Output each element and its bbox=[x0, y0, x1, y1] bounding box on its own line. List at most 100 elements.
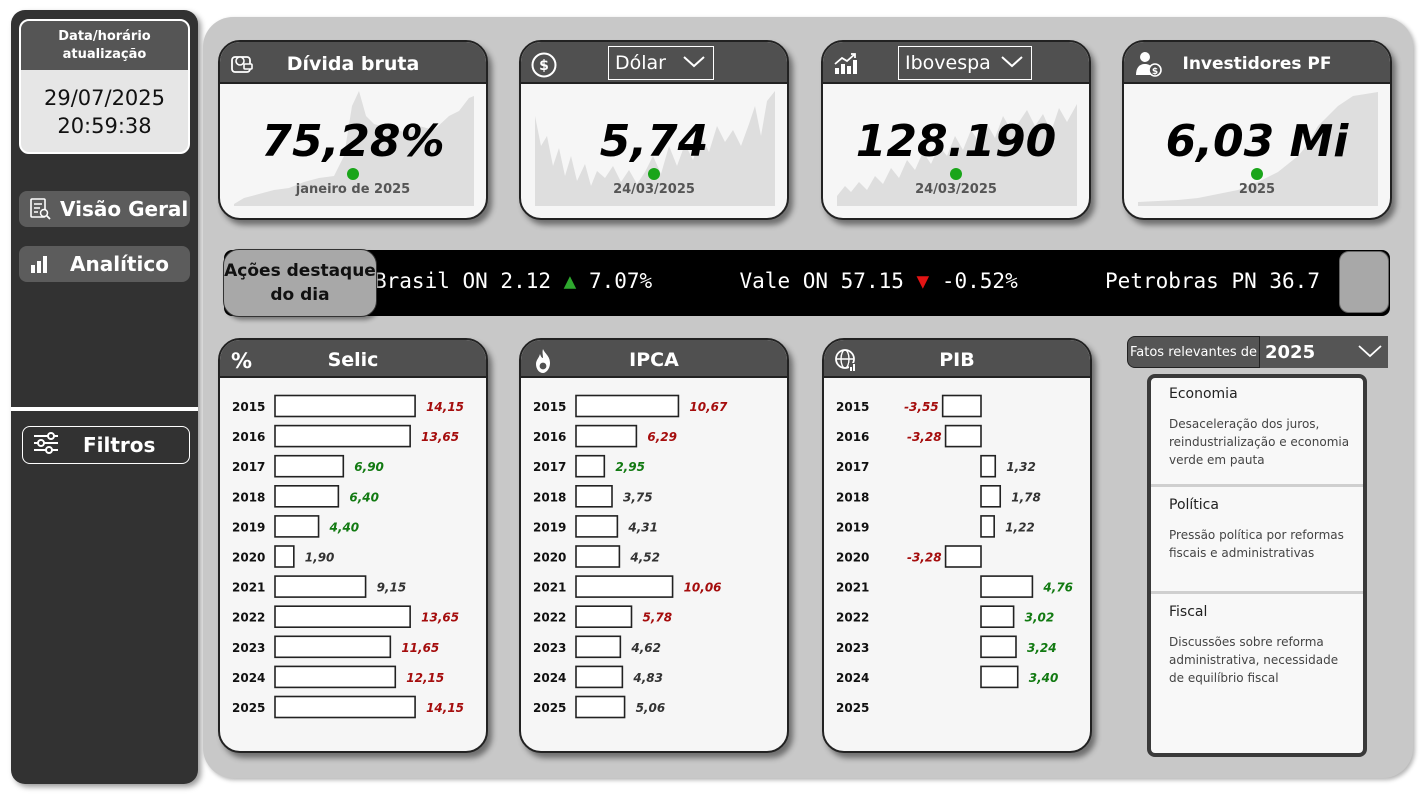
fact-body: Pressão política por reformas fiscais e … bbox=[1169, 528, 1344, 560]
bar bbox=[274, 515, 320, 538]
kpi-sparkline-area bbox=[234, 91, 474, 206]
kpi-value: 6,03 Mi bbox=[1165, 116, 1349, 167]
bar-value-label: 3,40 bbox=[1029, 671, 1059, 685]
year-label: 2016 bbox=[232, 430, 265, 444]
facts-list: Economia Desaceleração dos juros, reindu… bbox=[1147, 374, 1367, 757]
year-label: 2024 bbox=[533, 671, 566, 685]
year-label: 2018 bbox=[836, 490, 869, 504]
bar bbox=[274, 575, 367, 598]
ipca-bar-chart: 2015 10,67 2016 6,29 2017 2,95 2018 3,75 2019 4,3… bbox=[533, 394, 728, 719]
bar-value-label: 4,76 bbox=[1042, 581, 1073, 595]
bar-value-label: -3,28 bbox=[907, 430, 942, 444]
chart-header: IPCA bbox=[521, 340, 787, 378]
year-label: 2017 bbox=[533, 460, 566, 474]
year-label: 2017 bbox=[232, 460, 265, 474]
fact-item: Economia Desaceleração dos juros, reindu… bbox=[1151, 382, 1363, 469]
kpi-value: 128.190 bbox=[855, 116, 1057, 167]
ticker-label: Ações destaque do dia bbox=[223, 249, 377, 317]
fact-separator bbox=[1151, 591, 1363, 594]
bar bbox=[980, 635, 1017, 659]
year-label: 2022 bbox=[232, 611, 265, 625]
bar-value-label: 4,40 bbox=[329, 520, 360, 534]
bar-value-label: 14,15 bbox=[426, 701, 464, 715]
bar bbox=[274, 695, 416, 719]
globe-chart-icon bbox=[834, 348, 858, 372]
index-dropdown[interactable]: Ibovespa bbox=[898, 46, 1032, 80]
year-label: 2019 bbox=[232, 520, 265, 534]
fact-title: Economia bbox=[1169, 386, 1238, 402]
bar-value-label: 5,06 bbox=[636, 701, 666, 715]
kpi-header: $ Investidores PF bbox=[1124, 42, 1390, 84]
year-label: 2016 bbox=[533, 430, 566, 444]
ticker-item-change: -0.52% bbox=[941, 269, 1018, 293]
facts-label: Fatos relevantes de bbox=[1127, 336, 1260, 368]
year-label: 2021 bbox=[533, 581, 566, 595]
filters-button[interactable]: Filtros bbox=[22, 426, 190, 464]
chart-title: Selic bbox=[327, 349, 379, 371]
pib-bar-chart: 2015 -3,55 2016 -3,28 2017 1,32 2018 1,78 2019 1,… bbox=[836, 394, 1073, 715]
ticker-label-line2: do dia bbox=[270, 285, 330, 305]
currency-dropdown[interactable]: Dólar bbox=[608, 46, 714, 80]
kpi-value: 5,74 bbox=[599, 116, 709, 167]
bar-value-label: 2,95 bbox=[615, 460, 645, 474]
year-label: 2024 bbox=[232, 671, 265, 685]
kpi-reference-date: 24/03/2025 bbox=[915, 182, 997, 197]
update-datetime-box: Data/horário atualização 29/07/2025 20:5… bbox=[19, 19, 190, 154]
chevron-down-icon bbox=[683, 56, 705, 68]
kpi-reference-date: 2025 bbox=[1238, 182, 1276, 197]
bar-value-label: 11,65 bbox=[401, 641, 439, 655]
ticker-scroll-handle[interactable] bbox=[1339, 251, 1389, 313]
bar-value-label: 10,67 bbox=[689, 400, 728, 414]
nav-visao-geral-button[interactable]: Visão Geral bbox=[19, 191, 190, 227]
year-label: 2015 bbox=[232, 400, 265, 414]
ticker-item-text: Brasil ON 2.12 bbox=[374, 269, 552, 293]
chart-header: % Selic bbox=[220, 340, 486, 378]
ticker-item-text: Petrobras PN 36.7 bbox=[1105, 269, 1320, 293]
bar bbox=[944, 545, 982, 568]
bar-value-label: 3,24 bbox=[1027, 641, 1057, 655]
bar-chart-icon bbox=[28, 252, 52, 276]
fact-item: Fiscal Discussões sobre reforma administ… bbox=[1151, 600, 1363, 687]
bar-value-label: 6,40 bbox=[349, 490, 379, 504]
kpi-status-dot bbox=[1251, 168, 1263, 180]
chart-header: PIB bbox=[824, 340, 1090, 378]
report-search-icon bbox=[28, 197, 52, 221]
chevron-down-icon bbox=[1358, 345, 1382, 358]
facts-year-dropdown[interactable]: 2025 bbox=[1260, 336, 1388, 368]
bar bbox=[575, 485, 613, 508]
dollar-coin-icon: $ bbox=[531, 52, 557, 78]
year-label: 2021 bbox=[232, 581, 265, 595]
kpi-value: 75,28% bbox=[261, 116, 445, 167]
year-label: 2022 bbox=[836, 611, 869, 625]
bar-value-label: 4,62 bbox=[630, 641, 661, 655]
ticker-text: Brasil ON 2.12 ▲ 7.07% Vale ON 57.15 ▼ -… bbox=[374, 269, 1320, 293]
nav-analitico-button[interactable]: Analítico bbox=[19, 246, 190, 282]
year-label: 2018 bbox=[533, 490, 566, 504]
kpi-title: Dívida bruta bbox=[286, 53, 420, 75]
bar bbox=[274, 394, 416, 418]
ticker-label-line1: Ações destaque bbox=[224, 261, 376, 281]
bar bbox=[980, 454, 997, 478]
update-title: Data/horário atualização bbox=[21, 21, 188, 70]
bar bbox=[944, 424, 982, 448]
year-label: 2020 bbox=[836, 551, 869, 565]
bar-value-label: 1,22 bbox=[1005, 520, 1035, 534]
update-date: 29/07/2025 bbox=[43, 86, 166, 110]
bar-value-label: 6,29 bbox=[647, 430, 677, 444]
bar bbox=[980, 605, 1015, 628]
svg-text:%: % bbox=[231, 349, 252, 372]
chevron-down-icon bbox=[1001, 56, 1023, 68]
debt-wallet-icon bbox=[230, 52, 254, 76]
year-label: 2021 bbox=[836, 581, 869, 595]
year-label: 2015 bbox=[533, 400, 566, 414]
bar bbox=[274, 454, 345, 478]
stock-ticker: Brasil ON 2.12 ▲ 7.07% Vale ON 57.15 ▼ -… bbox=[224, 250, 1390, 316]
svg-text:$: $ bbox=[1152, 67, 1158, 77]
bar bbox=[274, 635, 392, 659]
growth-chart-icon bbox=[833, 52, 857, 76]
kpi-header: $ Dólar bbox=[521, 42, 787, 84]
sidebar-divider bbox=[11, 407, 198, 411]
kpi-sparkline-area bbox=[837, 104, 1077, 206]
index-dropdown-value: Ibovespa bbox=[905, 52, 991, 74]
kpi-reference-date: 24/03/2025 bbox=[613, 182, 695, 197]
